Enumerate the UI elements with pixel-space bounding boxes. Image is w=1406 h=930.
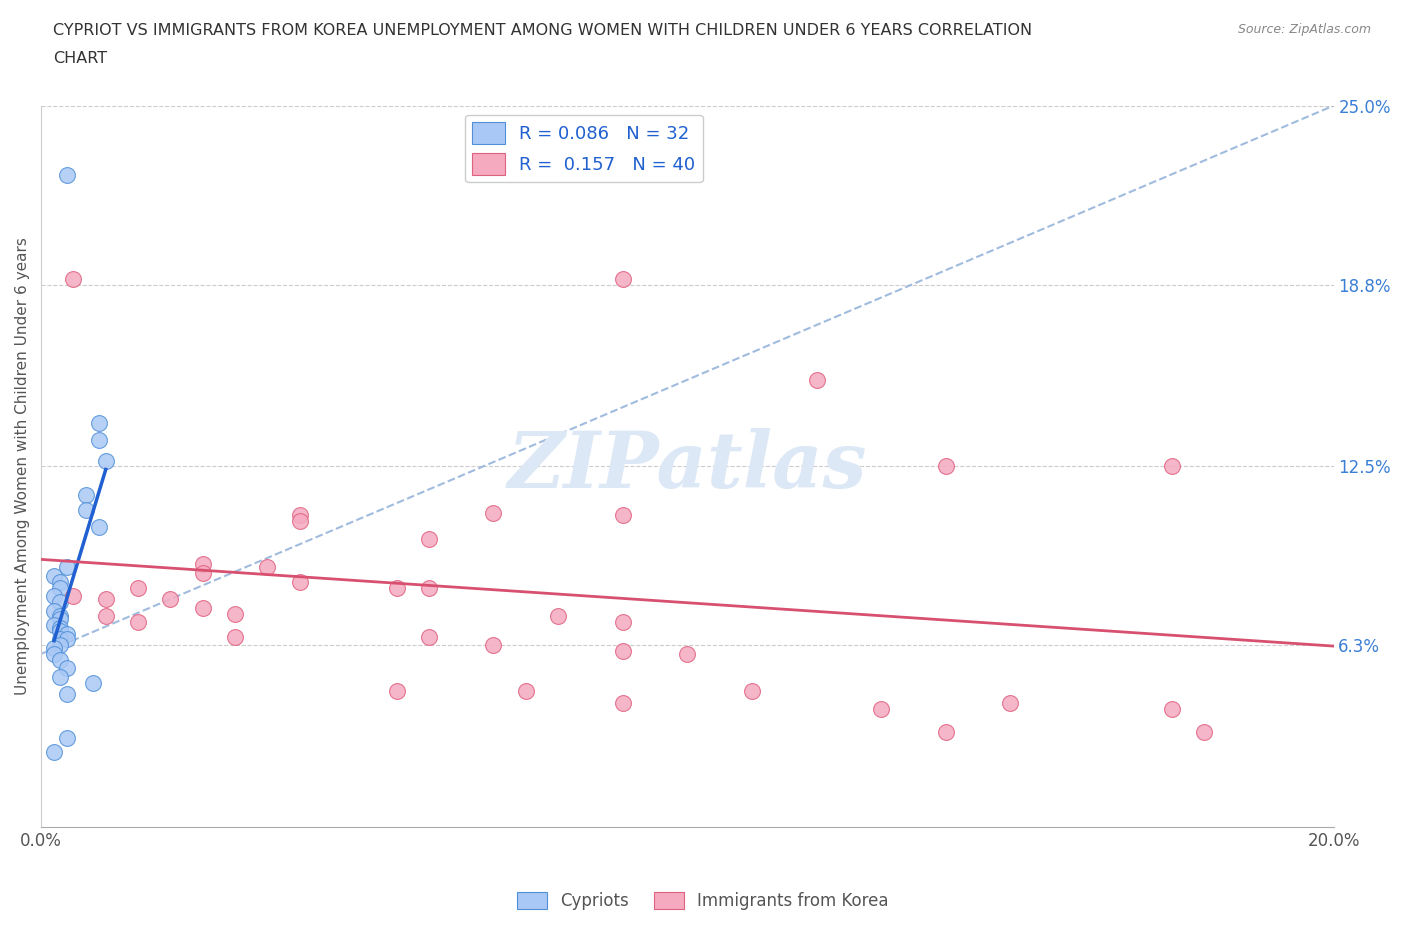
Point — [49, 652, 72, 667]
Point — [1161, 701, 1184, 716]
Point — [49, 670, 72, 684]
Point — [191, 600, 214, 615]
Point — [49, 623, 72, 638]
Point — [127, 615, 149, 630]
Point — [56, 730, 79, 745]
Point — [612, 272, 634, 286]
Point — [49, 594, 72, 609]
Point — [418, 531, 440, 546]
Point — [42, 745, 65, 760]
Point — [94, 591, 117, 606]
Point — [1000, 696, 1022, 711]
Point — [49, 612, 72, 627]
Point — [482, 638, 505, 653]
Point — [89, 520, 111, 535]
Point — [49, 638, 72, 653]
Point — [42, 618, 65, 632]
Point — [49, 575, 72, 590]
Point — [676, 646, 699, 661]
Point — [741, 684, 763, 698]
Point — [89, 416, 111, 431]
Legend: Cypriots, Immigrants from Korea: Cypriots, Immigrants from Korea — [510, 885, 896, 917]
Point — [56, 560, 79, 575]
Point — [49, 632, 72, 647]
Point — [1161, 458, 1184, 473]
Point — [75, 502, 97, 517]
Point — [612, 644, 634, 658]
Y-axis label: Unemployment Among Women with Children Under 6 years: Unemployment Among Women with Children U… — [15, 237, 30, 696]
Point — [94, 609, 117, 624]
Point — [1194, 724, 1216, 739]
Point — [42, 589, 65, 604]
Point — [191, 565, 214, 580]
Point — [49, 609, 72, 624]
Point — [612, 615, 634, 630]
Point — [224, 630, 246, 644]
Point — [94, 453, 117, 468]
Point — [935, 458, 957, 473]
Point — [288, 513, 311, 528]
Point — [256, 560, 278, 575]
Legend: R = 0.086   N = 32, R =  0.157   N = 40: R = 0.086 N = 32, R = 0.157 N = 40 — [465, 114, 703, 182]
Point — [42, 568, 65, 583]
Text: ZIPatlas: ZIPatlas — [508, 428, 868, 505]
Point — [42, 646, 65, 661]
Point — [89, 433, 111, 448]
Point — [935, 724, 957, 739]
Point — [385, 684, 408, 698]
Point — [482, 505, 505, 520]
Point — [418, 580, 440, 595]
Point — [870, 701, 893, 716]
Point — [42, 641, 65, 656]
Text: CYPRIOT VS IMMIGRANTS FROM KOREA UNEMPLOYMENT AMONG WOMEN WITH CHILDREN UNDER 6 : CYPRIOT VS IMMIGRANTS FROM KOREA UNEMPLO… — [53, 23, 1032, 38]
Point — [82, 675, 104, 690]
Point — [288, 508, 311, 523]
Point — [62, 589, 84, 604]
Point — [612, 508, 634, 523]
Point — [42, 604, 65, 618]
Point — [612, 696, 634, 711]
Point — [385, 580, 408, 595]
Point — [806, 372, 828, 387]
Point — [56, 167, 79, 182]
Point — [224, 606, 246, 621]
Point — [288, 575, 311, 590]
Point — [75, 487, 97, 502]
Point — [49, 620, 72, 635]
Point — [418, 630, 440, 644]
Point — [127, 580, 149, 595]
Text: Source: ZipAtlas.com: Source: ZipAtlas.com — [1237, 23, 1371, 36]
Point — [49, 580, 72, 595]
Point — [191, 557, 214, 572]
Point — [62, 272, 84, 286]
Point — [56, 632, 79, 647]
Point — [159, 591, 181, 606]
Point — [547, 609, 569, 624]
Text: CHART: CHART — [53, 51, 107, 66]
Point — [56, 661, 79, 676]
Point — [56, 626, 79, 641]
Point — [56, 687, 79, 702]
Point — [515, 684, 537, 698]
